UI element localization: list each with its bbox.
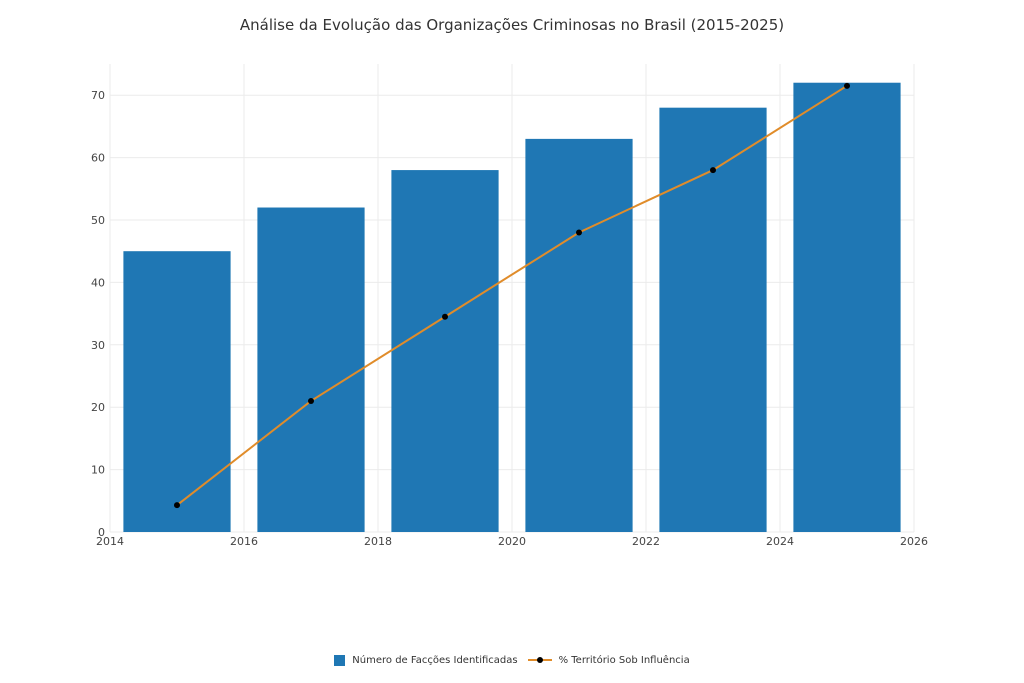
bar-2023[interactable] — [659, 107, 767, 533]
y-tick-label: 40 — [91, 276, 105, 289]
y-tick-label: 50 — [91, 214, 105, 227]
bar-series — [123, 82, 901, 533]
y-tick-label: 30 — [91, 339, 105, 352]
line-point-2015[interactable] — [174, 502, 180, 509]
bar-2025[interactable] — [793, 82, 901, 532]
line-path — [176, 84, 848, 506]
line-point-2025[interactable] — [844, 82, 850, 89]
bar-2019[interactable] — [391, 170, 499, 532]
grid — [109, 64, 915, 533]
y-tick-label: 70 — [91, 89, 105, 102]
legend-bar-swatch — [334, 654, 346, 666]
line-point-2019[interactable] — [442, 313, 448, 320]
bar-2017[interactable] — [257, 207, 365, 532]
x-tick-label: 2022 — [632, 535, 660, 548]
chart-title: Análise da Evolução das Organizações Cri… — [239, 16, 785, 34]
x-tick-label: 2014 — [96, 535, 124, 548]
bar-2015[interactable] — [123, 251, 231, 532]
line-point-2017[interactable] — [308, 397, 314, 404]
line-point-2021[interactable] — [576, 229, 582, 236]
x-tick-label: 2016 — [230, 535, 258, 548]
legend-line-swatch — [527, 654, 552, 666]
legend-item-line[interactable]: % Território Sob Influência — [527, 654, 690, 666]
line-series — [174, 82, 850, 509]
y-tick-label: 60 — [91, 152, 105, 165]
x-tick-label: 2024 — [766, 535, 794, 548]
legend-item-bars[interactable]: Número de Facções Identificadas — [334, 654, 518, 666]
bar-2021[interactable] — [525, 138, 633, 532]
y-tick-label: 20 — [91, 401, 105, 414]
y-tick-label: 0 — [98, 526, 105, 539]
legend: Número de Facções Identificadas % Territ… — [0, 654, 1024, 666]
x-tick-label: 2026 — [900, 535, 928, 548]
legend-label-line: % Território Sob Influência — [558, 654, 690, 666]
axes: 2014 2016 2018 2020 2022 2024 2026 0 10 20 30 40 50 6… — [91, 89, 928, 548]
y-tick-label: 10 — [91, 464, 105, 477]
x-tick-label: 2020 — [498, 535, 526, 548]
line-point-2023[interactable] — [710, 167, 716, 174]
x-tick-label: 2018 — [364, 535, 392, 548]
legend-label-bars: Número de Facções Identificadas — [352, 654, 518, 666]
